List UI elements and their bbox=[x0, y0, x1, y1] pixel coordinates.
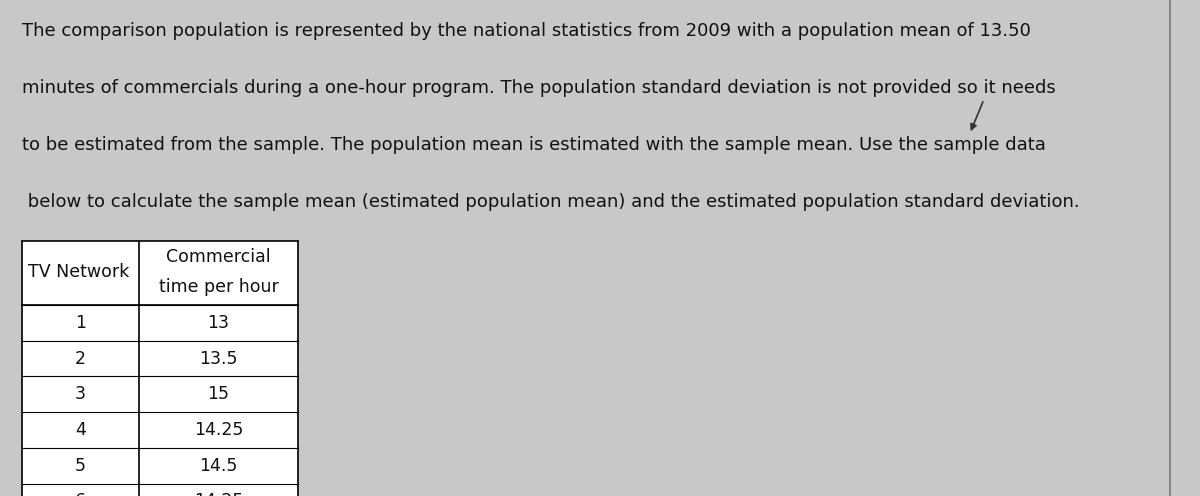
Text: 14.25: 14.25 bbox=[193, 421, 244, 439]
Text: 14.25: 14.25 bbox=[193, 493, 244, 496]
Text: 14.5: 14.5 bbox=[199, 457, 238, 475]
Text: 15: 15 bbox=[208, 385, 229, 403]
Text: 2: 2 bbox=[74, 350, 86, 368]
Text: 6: 6 bbox=[74, 493, 86, 496]
Text: The comparison population is represented by the national statistics from 2009 wi: The comparison population is represented… bbox=[22, 22, 1031, 40]
Text: 5: 5 bbox=[74, 457, 86, 475]
Text: 13.5: 13.5 bbox=[199, 350, 238, 368]
Text: 4: 4 bbox=[74, 421, 86, 439]
Text: time per hour: time per hour bbox=[158, 278, 278, 296]
Text: TV Network: TV Network bbox=[28, 262, 128, 281]
Text: below to calculate the sample mean (estimated population mean) and the estimated: below to calculate the sample mean (esti… bbox=[22, 193, 1079, 211]
Text: 13: 13 bbox=[208, 314, 229, 332]
Text: to be estimated from the sample. The population mean is estimated with the sampl: to be estimated from the sample. The pop… bbox=[22, 136, 1045, 154]
Text: minutes of commercials during a one-hour program. The population standard deviat: minutes of commercials during a one-hour… bbox=[22, 79, 1055, 97]
Text: Commercial: Commercial bbox=[166, 248, 271, 266]
Text: 3: 3 bbox=[74, 385, 86, 403]
Bar bbox=[22, 241, 298, 496]
Text: 1: 1 bbox=[74, 314, 86, 332]
